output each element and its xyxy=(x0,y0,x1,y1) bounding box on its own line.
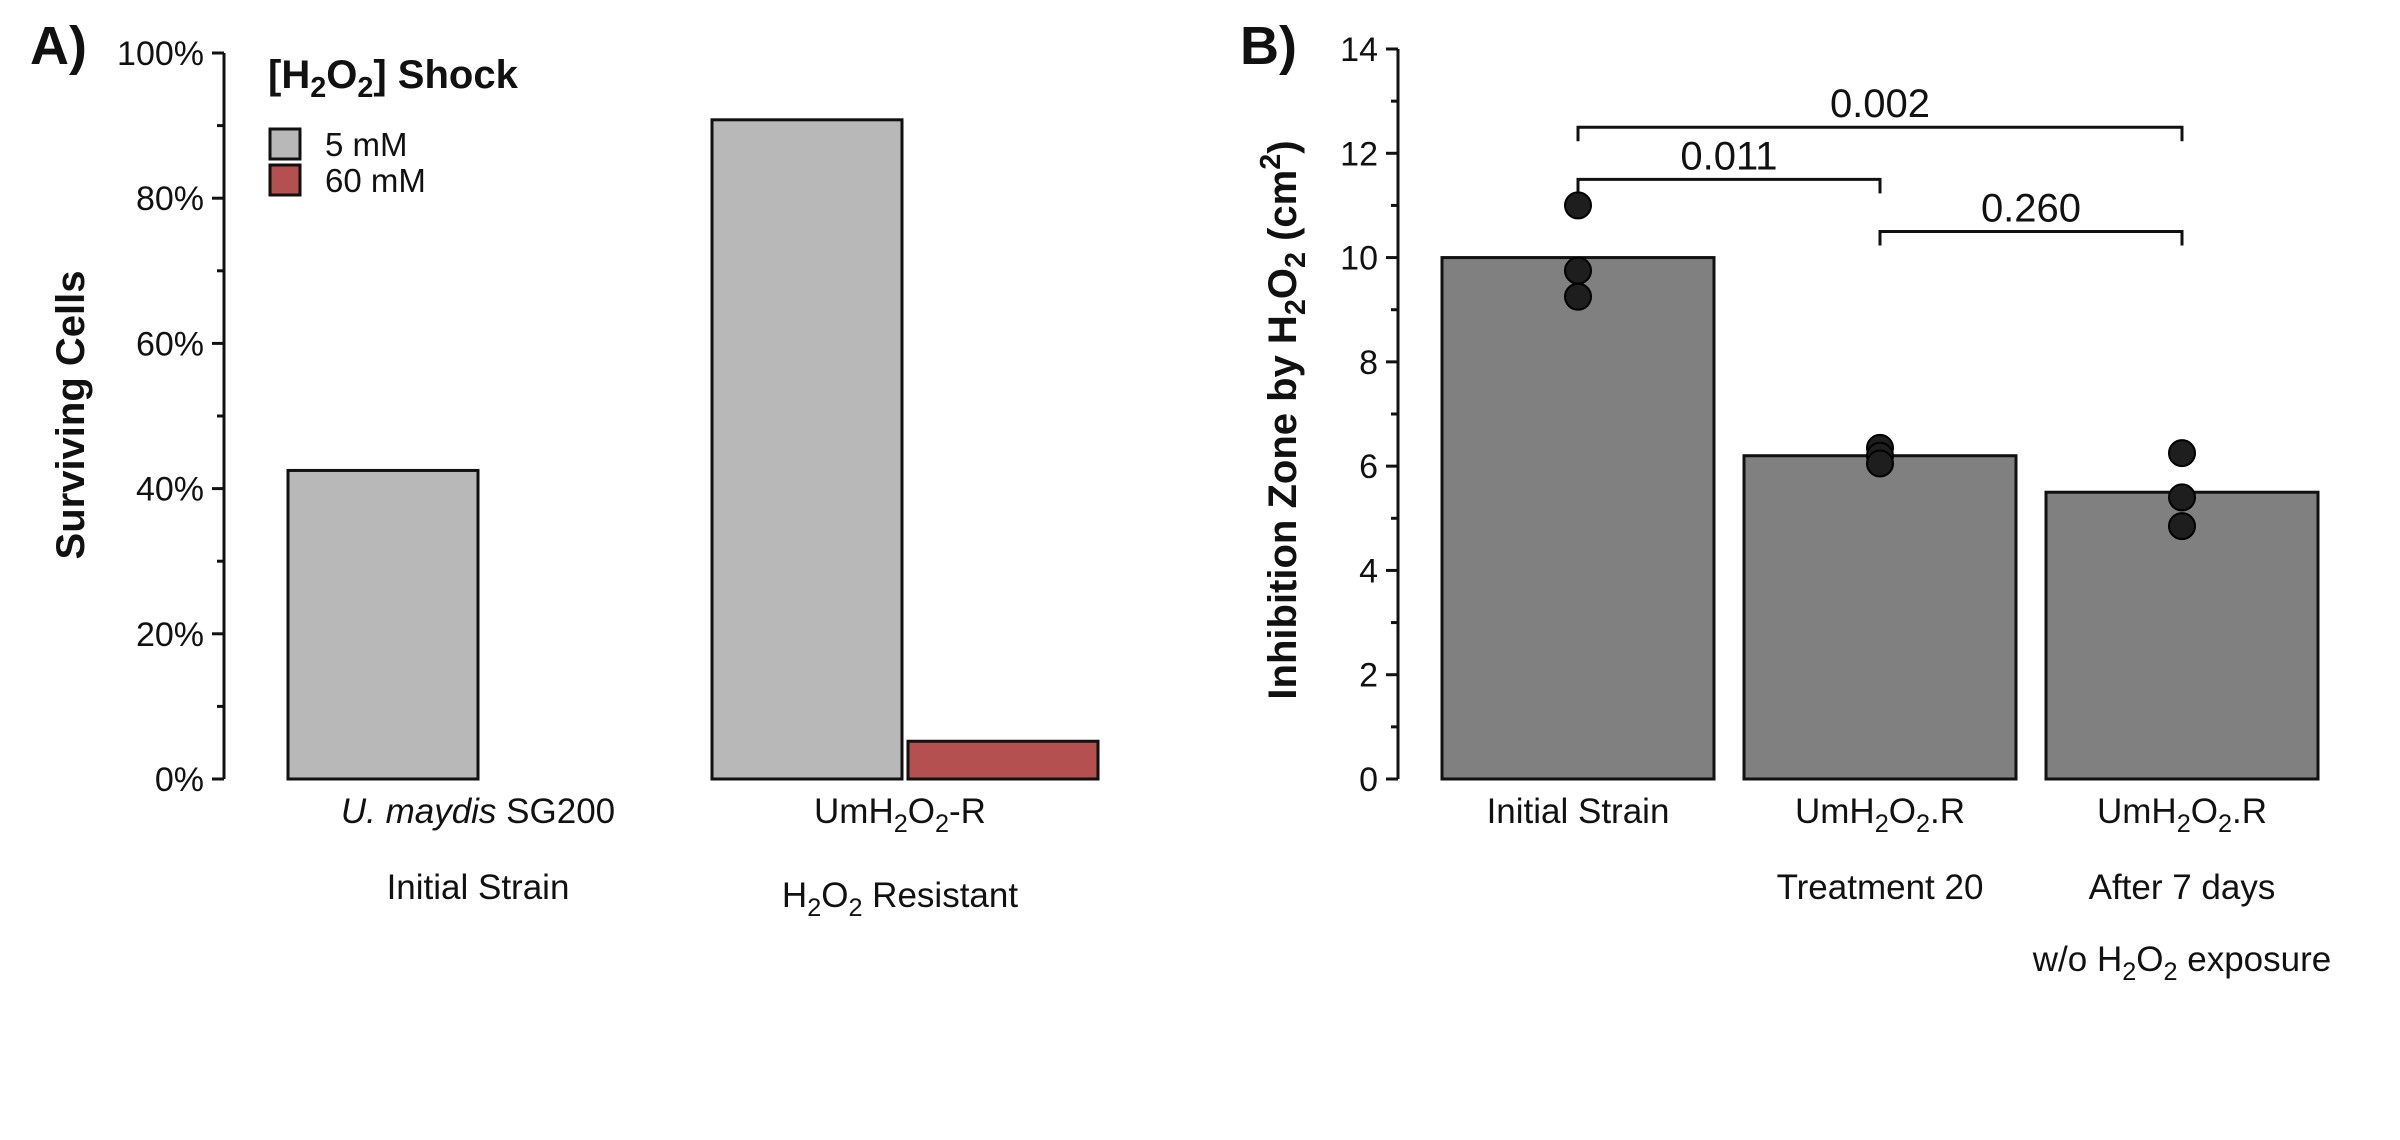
panel-b-data-point xyxy=(1564,282,1592,311)
panel-b-y-axis-title: Inhibition Zone by H2O2 (cm2) xyxy=(1255,140,1312,699)
panel-a-bar xyxy=(286,468,480,781)
panel-b: B) 0 2 4 6 8 10 12 14 0.002 0.011 0.260 Inhibitio… xyxy=(1240,16,2331,986)
legend-swatch-60mm xyxy=(268,163,302,197)
panel-b-label: B) xyxy=(1240,16,1297,76)
panel-b-data-point xyxy=(2168,512,2196,541)
panel-b-data-point xyxy=(1564,256,1592,285)
panel-b-p-value: 0.002 xyxy=(1830,82,1930,126)
panel-b-y-tick-label: 4 xyxy=(1359,552,1378,590)
panel-b-y-tick-label: 10 xyxy=(1340,240,1378,278)
legend-swatch-5mm xyxy=(268,127,302,161)
panel-a-legend: [H2O2] Shock 5 mM 60 mM xyxy=(268,53,519,199)
panel-b-category-2-line3: w/o H2O2 exposure xyxy=(2032,940,2331,986)
panel-b-category-0-line1: Initial Strain xyxy=(1487,792,1670,831)
panel-a-bar xyxy=(710,118,904,781)
panel-a-category-1-line2: H2O2 Resistant xyxy=(782,876,1018,922)
panel-b-data-point xyxy=(1564,191,1592,220)
panel-b-y-tick-label: 2 xyxy=(1359,657,1378,695)
legend-title: [H2O2] Shock xyxy=(268,53,519,104)
panel-b-data-point xyxy=(2168,483,2196,512)
panel-b-category-2-line1: UmH2O2.R xyxy=(2097,792,2267,838)
panel-b-comparison-bracket xyxy=(1576,177,1882,194)
panel-b-bar xyxy=(1742,454,2018,781)
panel-a-category-0-line1: U. maydis SG200 xyxy=(341,792,615,831)
panel-b-data-point xyxy=(2168,439,2196,468)
panel-b-y-tick-label: 6 xyxy=(1359,448,1378,486)
panel-b-comparisons: 0.002 0.011 0.260 xyxy=(1576,82,2184,246)
panel-a-y-axis: 0% 20% 40% 60% 80% 100% xyxy=(117,35,226,799)
panel-b-y-axis: 0 2 4 6 8 10 12 14 xyxy=(1340,31,1400,799)
panel-b-category-1-line2: Treatment 20 xyxy=(1777,868,1984,907)
panel-b-bar xyxy=(1440,256,1716,781)
panel-b-p-value: 0.011 xyxy=(1680,134,1777,178)
panel-a-y-tick-label: 20% xyxy=(136,616,204,654)
panel-a-y-tick-label: 100% xyxy=(117,35,204,73)
panel-a-category-1-line1: UmH2O2-R xyxy=(814,792,986,838)
panel-a-y-tick-label: 0% xyxy=(155,761,204,799)
panel-b-p-value: 0.260 xyxy=(1981,187,2081,231)
panel-a-y-tick-label: 60% xyxy=(136,325,204,363)
panel-b-comparison-bracket xyxy=(1878,230,2184,246)
panel-a-y-axis-title: Surviving Cells xyxy=(49,271,93,560)
panel-b-y-tick-label: 8 xyxy=(1359,344,1378,382)
panel-b-category-2-line2: After 7 days xyxy=(2089,868,2276,907)
panel-b-category-1-line1: UmH2O2.R xyxy=(1795,792,1965,838)
panel-b-y-tick-label: 12 xyxy=(1340,135,1378,173)
panel-b-points xyxy=(1564,191,2196,541)
panel-a-category-0-line2: Initial Strain xyxy=(387,868,570,907)
panel-b-data-point xyxy=(1866,449,1894,478)
panel-b-y-tick-label: 14 xyxy=(1340,31,1378,69)
panel-b-y-tick-label: 0 xyxy=(1359,761,1378,799)
panel-a-label: A) xyxy=(30,16,87,76)
panel-a-y-tick-label: 80% xyxy=(136,180,204,218)
legend-label-5mm: 5 mM xyxy=(325,126,408,163)
panel-a-bar xyxy=(906,739,1100,781)
panel-a-y-tick-label: 40% xyxy=(136,471,204,509)
panel-b-comparison-bracket xyxy=(1576,125,2184,142)
panel-a: A) 0% 20% 40% 60% 80% 100% Surviving Cells [H… xyxy=(30,16,1100,922)
legend-label-60mm: 60 mM xyxy=(325,162,426,199)
panel-a-bars xyxy=(286,118,1100,781)
